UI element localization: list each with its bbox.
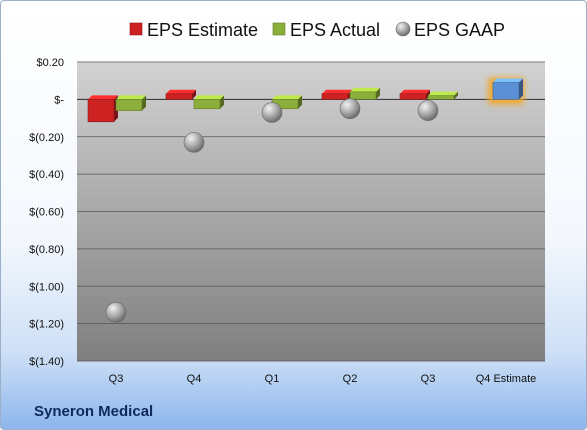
bar-top [272, 95, 302, 100]
bar-eps-estimate [321, 89, 352, 100]
bar-top [350, 87, 380, 92]
x-tick-label: Q3 [109, 373, 124, 385]
legend-label: EPS GAAP [414, 20, 505, 40]
bar-eps-estimate [399, 89, 430, 100]
x-tick-label: Q3 [421, 373, 436, 385]
point-eps-gaap [105, 302, 127, 323]
bar-eps-estimate [87, 95, 118, 123]
x-tick-label: Q4 Estimate [476, 373, 537, 385]
y-tick-label: $0.20 [36, 57, 64, 69]
x-tick-label: Q1 [265, 373, 280, 385]
bar-side [454, 91, 458, 100]
y-tick-label: $(1.20) [29, 319, 64, 331]
legend-swatch [129, 22, 143, 36]
bar-top [428, 91, 458, 96]
bar-side [519, 78, 523, 100]
bar-top [194, 95, 224, 100]
bar-face [399, 93, 427, 100]
legend-swatch [395, 21, 411, 37]
bar-face [115, 99, 143, 111]
bar-top [400, 89, 430, 94]
bar-side [220, 95, 224, 109]
point-eps-gaap [417, 100, 439, 121]
bar-top [88, 95, 118, 100]
bar-eps-actual [349, 87, 380, 100]
bar-eps-actual [115, 95, 146, 111]
y-tick-label: $- [54, 94, 64, 106]
legend-item: EPS Actual [272, 20, 380, 40]
x-tick-label: Q4 [187, 373, 202, 385]
bar-face [165, 93, 193, 100]
bar-top [493, 78, 523, 83]
bar-side [192, 89, 196, 100]
bar-eps-actual [427, 91, 458, 100]
bar-face [349, 91, 377, 100]
bar-side [298, 95, 302, 109]
point-eps-gaap [261, 102, 283, 123]
bar-eps-actual [193, 95, 224, 110]
bar-side [376, 87, 380, 100]
legend-item: EPS GAAP [395, 20, 505, 40]
bar-side [426, 89, 430, 100]
bar-top [116, 95, 146, 100]
y-tick-label: $(1.40) [29, 356, 64, 368]
legend-swatch [272, 22, 286, 36]
point-eps-gaap [183, 132, 205, 153]
bar-top [166, 89, 196, 94]
x-tick-label: Q2 [343, 373, 358, 385]
bar-face [492, 82, 520, 100]
y-tick-label: $(0.80) [29, 244, 64, 256]
y-tick-label: $(0.60) [29, 207, 64, 219]
bar-side [142, 95, 146, 111]
bar-face [87, 99, 115, 123]
y-tick-label: $(1.00) [29, 281, 64, 293]
bar-eps-estimate [165, 89, 196, 100]
bar-face [427, 95, 455, 100]
y-tick-label: $(0.40) [29, 169, 64, 181]
y-tick-label: $(0.20) [29, 132, 64, 144]
bar-eps-estimate-highlight [488, 77, 524, 105]
legend-label: EPS Actual [290, 20, 380, 40]
bar-top [322, 89, 352, 94]
bar-face [321, 93, 349, 100]
legend-label: EPS Estimate [147, 20, 258, 40]
point-eps-gaap [339, 98, 361, 120]
legend-item: EPS Estimate [129, 20, 258, 40]
bar-face [193, 99, 221, 110]
company-name: Syneron Medical [34, 403, 154, 420]
